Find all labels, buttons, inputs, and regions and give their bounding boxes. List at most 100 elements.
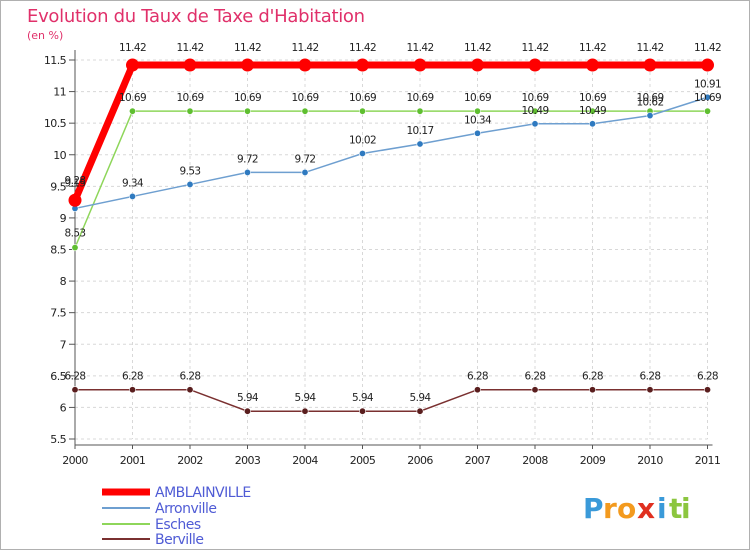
data-label: 11.42 <box>464 42 491 54</box>
data-label: 10.69 <box>349 92 376 104</box>
data-label: 10.69 <box>464 92 491 104</box>
data-label: 11.42 <box>406 42 433 54</box>
data-label: 6.28 <box>467 371 488 383</box>
series-line-amblainville <box>71 61 708 202</box>
series-line-berville <box>75 388 708 412</box>
data-point <box>71 386 79 394</box>
legend-label-amblainville: AMBLAINVILLE <box>155 485 251 501</box>
x-tick-label: 2009 <box>580 454 606 467</box>
data-point <box>416 107 424 115</box>
data-label: 5.94 <box>352 392 374 404</box>
x-tick-label: 2006 <box>407 454 433 467</box>
data-point <box>244 168 252 176</box>
y-tick-label: 5.5 <box>50 433 66 446</box>
data-label: 11.42 <box>176 42 203 54</box>
data-label: 11.42 <box>579 42 606 54</box>
logo-letter: t <box>669 492 682 525</box>
y-tick-label: 7.5 <box>50 307 66 320</box>
data-point <box>358 149 366 157</box>
data-point <box>473 386 481 394</box>
data-label: 10.69 <box>406 92 433 104</box>
data-point <box>186 386 194 394</box>
y-tick-label: 8 <box>60 275 67 288</box>
data-label: 10.69 <box>119 92 146 104</box>
y-tick-label: 6 <box>60 401 67 414</box>
x-tick-label: 2001 <box>120 454 146 467</box>
data-label: 11.42 <box>694 42 721 54</box>
data-point <box>186 180 194 188</box>
x-tick-label: 2007 <box>465 454 491 467</box>
data-label: 11.42 <box>521 42 548 54</box>
data-label: 11.42 <box>119 42 146 54</box>
data-point <box>129 386 137 394</box>
logo-letter: i <box>657 492 667 525</box>
data-point <box>531 120 539 128</box>
y-tick-label: 7 <box>60 338 67 351</box>
logo-letter: r <box>603 492 617 525</box>
data-point <box>71 244 79 252</box>
data-label: 6.28 <box>65 371 86 383</box>
x-tick-label: 2011 <box>695 454 721 467</box>
data-point <box>588 386 596 394</box>
data-label: 6.28 <box>640 371 661 383</box>
data-point <box>586 58 599 72</box>
data-label: 11.42 <box>234 42 261 54</box>
data-label: 10.49 <box>579 105 606 117</box>
data-label: 9.15 <box>65 177 86 189</box>
data-point <box>646 386 654 394</box>
data-point <box>241 58 254 72</box>
data-label: 9.72 <box>295 153 316 165</box>
series-line-arronville <box>74 96 708 210</box>
y-tick-label: 11 <box>53 86 66 99</box>
data-point <box>703 93 711 101</box>
data-point <box>528 58 542 72</box>
data-label: 5.94 <box>295 392 317 404</box>
x-tick-label: 2010 <box>637 454 663 467</box>
x-tick-label: 2004 <box>292 454 318 467</box>
data-label: 11.42 <box>349 42 376 54</box>
data-label: 9.34 <box>122 177 144 189</box>
y-tick-label: 9 <box>60 212 67 225</box>
data-point <box>301 407 309 415</box>
data-label: 10.69 <box>636 92 663 104</box>
data-point <box>298 58 312 72</box>
data-point <box>473 107 481 115</box>
y-axis-unit: (en %) <box>27 29 64 42</box>
data-point <box>703 107 711 115</box>
data-point <box>646 112 654 120</box>
series-line-esches <box>74 110 708 248</box>
legend-label-esches: Esches <box>155 517 201 533</box>
data-label: 10.17 <box>406 125 433 137</box>
data-point <box>701 58 714 72</box>
data-label: 10.69 <box>579 92 606 104</box>
data-point <box>588 107 596 115</box>
x-tick-label: 2000 <box>62 454 88 467</box>
logo-letter: P <box>583 492 604 525</box>
x-tick-label: 2008 <box>522 454 548 467</box>
data-point <box>244 407 252 415</box>
x-tick-label: 2002 <box>177 454 203 467</box>
data-point <box>416 140 424 148</box>
data-label: 10.69 <box>176 92 203 104</box>
x-tick-label: 2005 <box>350 454 376 467</box>
y-tick-label: 11.5 <box>44 54 67 67</box>
data-point <box>358 407 366 415</box>
legend-label-arronville: Arronville <box>155 501 217 517</box>
data-point <box>183 58 197 72</box>
logo-letter: o <box>617 492 636 525</box>
data-label: 9.53 <box>180 165 201 177</box>
y-tick-label: 6.5 <box>50 370 66 383</box>
data-label: 5.94 <box>237 392 259 404</box>
data-point <box>471 58 484 72</box>
data-label: 9.72 <box>237 153 258 165</box>
chart-title: Evolution du Taux de Taxe d'Habitation <box>27 6 365 27</box>
data-point <box>186 107 194 115</box>
data-point <box>531 386 539 394</box>
data-point <box>301 107 309 115</box>
data-point <box>129 107 137 115</box>
data-label: 6.28 <box>525 371 546 383</box>
y-tick-label: 9.5 <box>50 180 66 193</box>
y-tick-label: 10 <box>53 149 66 162</box>
data-point <box>643 58 657 72</box>
